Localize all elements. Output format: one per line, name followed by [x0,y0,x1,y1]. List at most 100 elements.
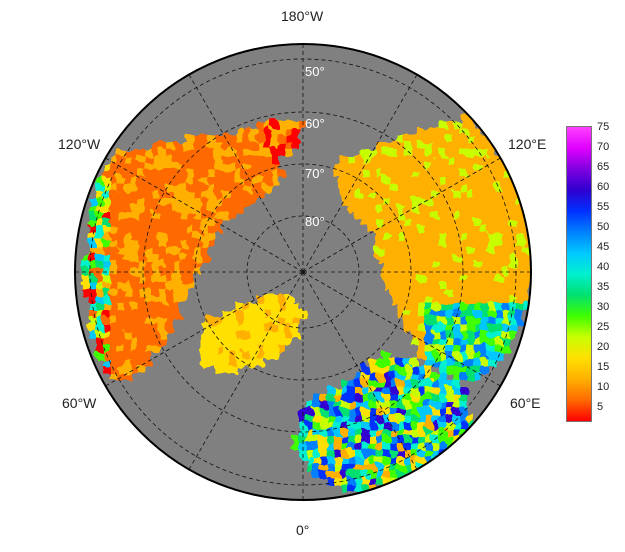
data-cell [313,401,321,409]
data-cell [467,310,475,318]
data-cell [404,387,412,395]
data-cell [138,149,146,157]
data-cell [145,282,153,290]
data-cell [243,352,251,360]
data-cell [306,401,314,409]
data-cell [362,429,370,437]
data-cell [299,443,307,451]
data-cell [334,408,342,416]
data-cell [467,205,475,213]
data-cell [509,289,517,297]
data-cell [103,317,111,325]
data-cell [96,226,104,234]
data-cell [194,261,202,269]
data-cell [460,303,468,311]
data-cell [208,338,216,346]
data-cell [96,261,104,269]
colorbar-tick-label: 40 [597,261,610,273]
data-cell [138,317,146,325]
data-cell [320,401,328,409]
data-cell [432,191,440,199]
data-cell [271,135,279,143]
data-cell [285,128,293,136]
data-cell [488,352,496,360]
data-cell [390,261,398,269]
data-cell [138,275,146,283]
data-cell [432,303,440,311]
data-cell [110,198,118,206]
data-cell [313,415,321,423]
data-cell [145,289,153,297]
data-cell [383,226,391,234]
data-cell [453,366,461,374]
data-cell [292,324,300,332]
data-cell [425,177,433,185]
data-cell [439,415,447,423]
data-cell [397,303,405,311]
data-cell [257,128,265,136]
data-cell [222,177,230,185]
data-cell [453,135,461,143]
data-cell [383,170,391,178]
data-cell [285,310,293,318]
data-cell [432,170,440,178]
data-cell [467,212,475,220]
data-cell [96,191,104,199]
data-cell [320,415,328,423]
data-cell [509,331,517,339]
data-cell [495,261,503,269]
data-cell [124,331,132,339]
data-cell [180,240,188,248]
data-cell [425,352,433,360]
data-cell [404,436,412,444]
data-cell [460,114,468,122]
data-cell [159,163,167,171]
data-cell [369,387,377,395]
data-cell [481,184,489,192]
data-cell [229,366,237,374]
data-cell [138,289,146,297]
data-cell [460,135,468,143]
data-cell [362,422,370,430]
data-cell [215,135,223,143]
data-cell [96,345,104,353]
data-cell [159,198,167,206]
data-cell [467,121,475,129]
data-cell [467,373,475,381]
data-cell [152,226,160,234]
data-cell [124,149,132,157]
data-cell [110,303,118,311]
data-cell [516,303,524,311]
data-cell [509,226,517,234]
data-cell [446,380,454,388]
data-cell [453,303,461,311]
data-cell [397,471,405,479]
data-cell [229,142,237,150]
data-cell [145,338,153,346]
data-cell [348,163,356,171]
data-cell [173,275,181,283]
data-cell [362,443,370,451]
data-cell [439,352,447,360]
data-cell [96,338,104,346]
data-cell [166,289,174,297]
data-cell [404,149,412,157]
data-cell [257,310,265,318]
data-cell [152,219,160,227]
data-cell [446,135,454,143]
data-cell [502,212,510,220]
data-cell [138,359,146,367]
data-cell [411,310,419,318]
data-cell [418,345,426,353]
data-cell [103,212,111,220]
data-cell [439,233,447,241]
data-cell [362,205,370,213]
data-cell [299,436,307,444]
data-cell [362,149,370,157]
data-cell [194,247,202,255]
data-cell [222,205,230,213]
data-cell [404,219,412,227]
data-cell [264,142,272,150]
data-cell [404,408,412,416]
